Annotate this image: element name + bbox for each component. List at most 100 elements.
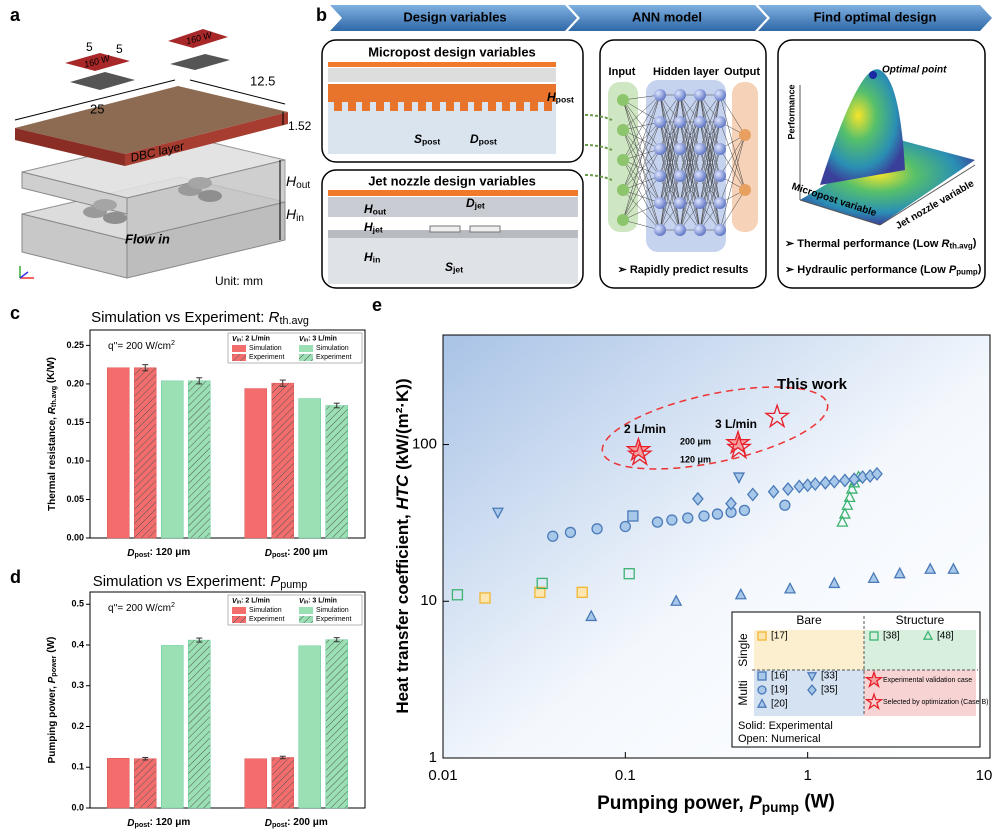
ann-node [714,224,726,236]
ann-node [617,214,629,226]
ann-node [674,170,686,182]
text-part: H [547,90,556,104]
x-tick-label: Dpost: 120 μm [127,817,190,829]
y-tick-label: 10 [420,592,437,609]
text-part: Thermal resistance, [47,414,58,511]
text-part: ) [973,237,977,249]
y-tick-label: 0.25 [66,340,84,350]
text-part: Simulation vs Experiment: [91,309,269,326]
legend-label: Simulation [249,607,282,614]
text-part: H [364,250,373,264]
ann-node [714,89,726,101]
point [758,632,766,640]
text-part: jet [452,265,463,275]
legend-header: Structure [896,613,945,627]
text-part: (W) [799,791,835,812]
annotation: 3 L/min [715,417,757,431]
text-part: Heat transfer coefficient, [393,510,412,714]
micropost [474,102,482,111]
micropost [530,102,538,111]
ann-node [694,224,706,236]
panel-label: c [10,303,20,323]
text-part: post [556,95,574,105]
text-part: in [296,213,304,224]
text-part: ➢ Hydraulic performance (Low [785,264,949,276]
ann-node [714,143,726,155]
box-title: Jet nozzle design variables [368,173,536,188]
text-part: P [749,793,762,814]
text-part: (K/W) [46,357,57,386]
y-tick-label: 0.3 [71,680,84,690]
text-part: th.avg [49,386,58,407]
step-label: ANN model [632,9,702,24]
x-tick-label: 1 [803,767,811,784]
text-part: P [270,573,280,590]
ann-node [674,89,686,101]
text-part: post [272,550,288,559]
text-part: th.avg [949,241,972,250]
point [739,505,749,515]
text-part: Pumping power, [47,683,58,763]
bar [107,368,129,538]
ann-node [617,94,629,106]
ann-node [654,170,666,182]
text-part: Simulation vs Experiment: [93,573,271,590]
text-part: out [373,207,387,217]
micropost [376,102,384,111]
point [652,517,662,527]
text-part: S [414,132,422,146]
text-part: D [127,818,134,829]
annotation: 2 L/min [624,422,666,436]
micropost [390,102,398,111]
point [712,509,722,519]
y-tick-label: 0.4 [71,639,84,649]
text-part: R [269,309,280,326]
micropost [362,102,370,111]
legend-label: Selected by optimization (Case B) [883,699,988,706]
text-part: S [445,260,453,274]
layer-name: Hidden layer [653,66,720,78]
ann-node [674,224,686,236]
optimal-label: Optimal point [882,65,947,76]
ann-node [739,129,751,141]
x-tick-label: Dpost: 200 μm [265,817,328,829]
x-tick-label: 0.1 [615,767,636,784]
legend-swatch [299,607,313,614]
layer-name: Output [724,66,760,78]
annotation: q''= 200 W/cm2 [108,338,175,352]
ann-node [714,116,726,128]
text-part: q''= 200 W/cm [108,603,171,614]
text-part: D [265,548,272,559]
ann-node [674,143,686,155]
micropost [334,102,342,111]
bar [326,640,348,808]
micropost [404,102,412,111]
text-part: post [272,820,288,829]
ann-node [674,116,686,128]
point [577,587,587,597]
dimension: Hout [286,173,310,191]
bar [272,757,294,808]
ann-node [694,197,706,209]
x-tick-label: Dpost: 120 μm [127,547,190,559]
point [667,515,677,525]
point [699,511,709,521]
dimension: 1.52 [288,119,312,133]
text-part: D [127,548,134,559]
text-part: : 120 μm [150,547,191,558]
text-part: Pumping power, [597,793,749,814]
text-part: post [479,137,497,147]
legend-swatch [299,354,313,361]
chart-title: Simulation vs Experiment: Rth.avg [91,309,309,327]
text-part: D [470,132,479,146]
bar [272,383,294,538]
text-part: in [373,255,381,265]
box-title: Micropost design variables [368,44,536,59]
legend-label: [16] [771,671,788,682]
annotation: 200 μm [680,436,711,446]
objective: ➢ Thermal performance (Low Rth.avg) [785,237,977,250]
legend-swatch [299,616,313,623]
legend-header: Bare [796,613,822,627]
text-part: : 3 L/min [308,597,337,604]
bar [299,399,321,538]
